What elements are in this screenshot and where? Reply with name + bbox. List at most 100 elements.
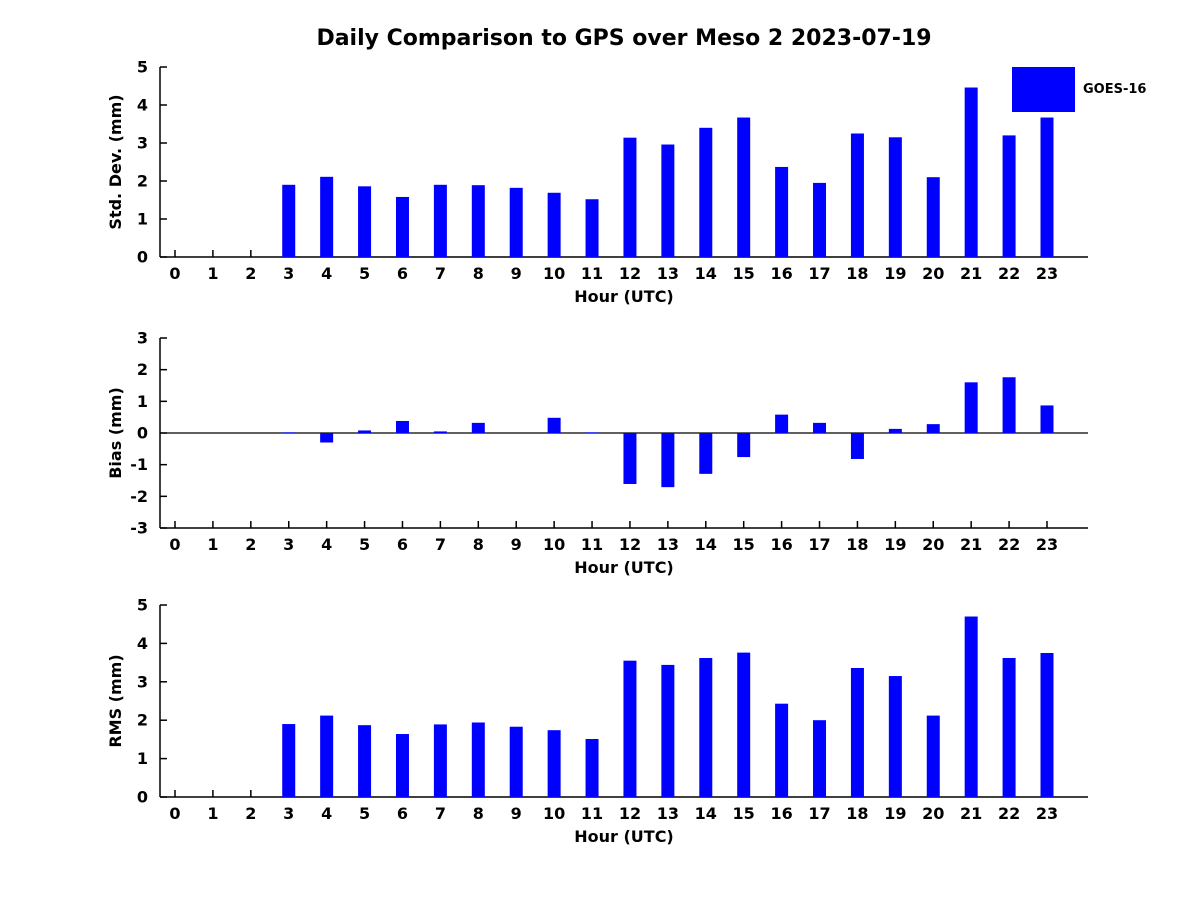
- svg-text:20: 20: [922, 535, 944, 554]
- svg-text:0: 0: [169, 535, 180, 554]
- svg-text:7: 7: [435, 804, 446, 823]
- legend-label: GOES-16: [1083, 82, 1147, 97]
- svg-text:10: 10: [543, 804, 565, 823]
- svg-text:0: 0: [137, 424, 148, 443]
- svg-text:1: 1: [207, 535, 218, 554]
- svg-text:2: 2: [245, 264, 256, 283]
- svg-text:Bias (mm): Bias (mm): [106, 387, 125, 479]
- svg-text:2: 2: [245, 804, 256, 823]
- svg-text:Hour (UTC): Hour (UTC): [574, 287, 674, 306]
- svg-text:7: 7: [435, 535, 446, 554]
- svg-text:1: 1: [207, 804, 218, 823]
- svg-text:23: 23: [1036, 804, 1058, 823]
- svg-text:0: 0: [137, 788, 148, 807]
- svg-text:23: 23: [1036, 535, 1058, 554]
- svg-text:5: 5: [137, 596, 148, 615]
- svg-text:14: 14: [695, 804, 717, 823]
- svg-text:17: 17: [808, 264, 830, 283]
- svg-text:12: 12: [619, 535, 641, 554]
- svg-text:12: 12: [619, 264, 641, 283]
- svg-text:-3: -3: [130, 519, 148, 538]
- svg-text:3: 3: [283, 804, 294, 823]
- svg-text:0: 0: [137, 248, 148, 267]
- svg-text:14: 14: [695, 264, 717, 283]
- svg-text:4: 4: [321, 264, 332, 283]
- svg-text:4: 4: [321, 804, 332, 823]
- svg-text:3: 3: [137, 672, 148, 691]
- svg-text:16: 16: [770, 804, 792, 823]
- svg-text:0: 0: [169, 264, 180, 283]
- svg-text:11: 11: [581, 535, 603, 554]
- svg-text:19: 19: [884, 264, 906, 283]
- svg-text:6: 6: [397, 804, 408, 823]
- svg-text:-2: -2: [130, 487, 148, 506]
- svg-text:2: 2: [137, 172, 148, 191]
- svg-text:1: 1: [137, 749, 148, 768]
- svg-text:14: 14: [695, 535, 717, 554]
- svg-text:10: 10: [543, 535, 565, 554]
- svg-text:5: 5: [137, 58, 148, 77]
- svg-text:RMS (mm): RMS (mm): [106, 654, 125, 747]
- svg-text:8: 8: [473, 535, 484, 554]
- svg-text:11: 11: [581, 804, 603, 823]
- svg-text:1: 1: [137, 392, 148, 411]
- svg-text:7: 7: [435, 264, 446, 283]
- svg-text:Hour (UTC): Hour (UTC): [574, 827, 674, 846]
- svg-text:13: 13: [657, 804, 679, 823]
- svg-text:19: 19: [884, 535, 906, 554]
- svg-text:0: 0: [169, 804, 180, 823]
- svg-text:6: 6: [397, 264, 408, 283]
- svg-text:3: 3: [283, 535, 294, 554]
- legend-swatch-goes16: [1012, 67, 1075, 112]
- svg-text:Std. Dev. (mm): Std. Dev. (mm): [106, 94, 125, 229]
- svg-text:4: 4: [137, 96, 148, 115]
- svg-text:2: 2: [137, 711, 148, 730]
- svg-text:16: 16: [770, 264, 792, 283]
- svg-text:22: 22: [998, 264, 1020, 283]
- svg-text:2: 2: [245, 535, 256, 554]
- svg-text:21: 21: [960, 535, 982, 554]
- svg-text:19: 19: [884, 804, 906, 823]
- svg-text:18: 18: [846, 535, 868, 554]
- svg-text:-1: -1: [130, 455, 148, 474]
- svg-text:17: 17: [808, 804, 830, 823]
- svg-text:2: 2: [137, 360, 148, 379]
- svg-text:23: 23: [1036, 264, 1058, 283]
- svg-text:4: 4: [137, 634, 148, 653]
- svg-text:3: 3: [283, 264, 294, 283]
- svg-text:10: 10: [543, 264, 565, 283]
- svg-text:12: 12: [619, 804, 641, 823]
- svg-text:21: 21: [960, 264, 982, 283]
- svg-text:15: 15: [733, 535, 755, 554]
- svg-text:16: 16: [770, 535, 792, 554]
- svg-text:1: 1: [137, 210, 148, 229]
- svg-text:9: 9: [511, 535, 522, 554]
- svg-text:5: 5: [359, 535, 370, 554]
- svg-text:21: 21: [960, 804, 982, 823]
- svg-text:3: 3: [137, 134, 148, 153]
- svg-text:6: 6: [397, 535, 408, 554]
- svg-text:13: 13: [657, 535, 679, 554]
- svg-text:11: 11: [581, 264, 603, 283]
- svg-text:5: 5: [359, 264, 370, 283]
- svg-text:18: 18: [846, 264, 868, 283]
- svg-text:8: 8: [473, 264, 484, 283]
- svg-text:Hour (UTC): Hour (UTC): [574, 558, 674, 577]
- svg-text:9: 9: [511, 264, 522, 283]
- svg-text:22: 22: [998, 535, 1020, 554]
- svg-text:3: 3: [137, 329, 148, 348]
- svg-text:20: 20: [922, 264, 944, 283]
- svg-text:15: 15: [733, 264, 755, 283]
- svg-text:8: 8: [473, 804, 484, 823]
- chart-title: Daily Comparison to GPS over Meso 2 2023…: [316, 26, 932, 51]
- svg-text:5: 5: [359, 804, 370, 823]
- svg-text:18: 18: [846, 804, 868, 823]
- svg-text:22: 22: [998, 804, 1020, 823]
- legend: GOES-16: [1012, 67, 1146, 112]
- svg-text:17: 17: [808, 535, 830, 554]
- svg-text:9: 9: [511, 804, 522, 823]
